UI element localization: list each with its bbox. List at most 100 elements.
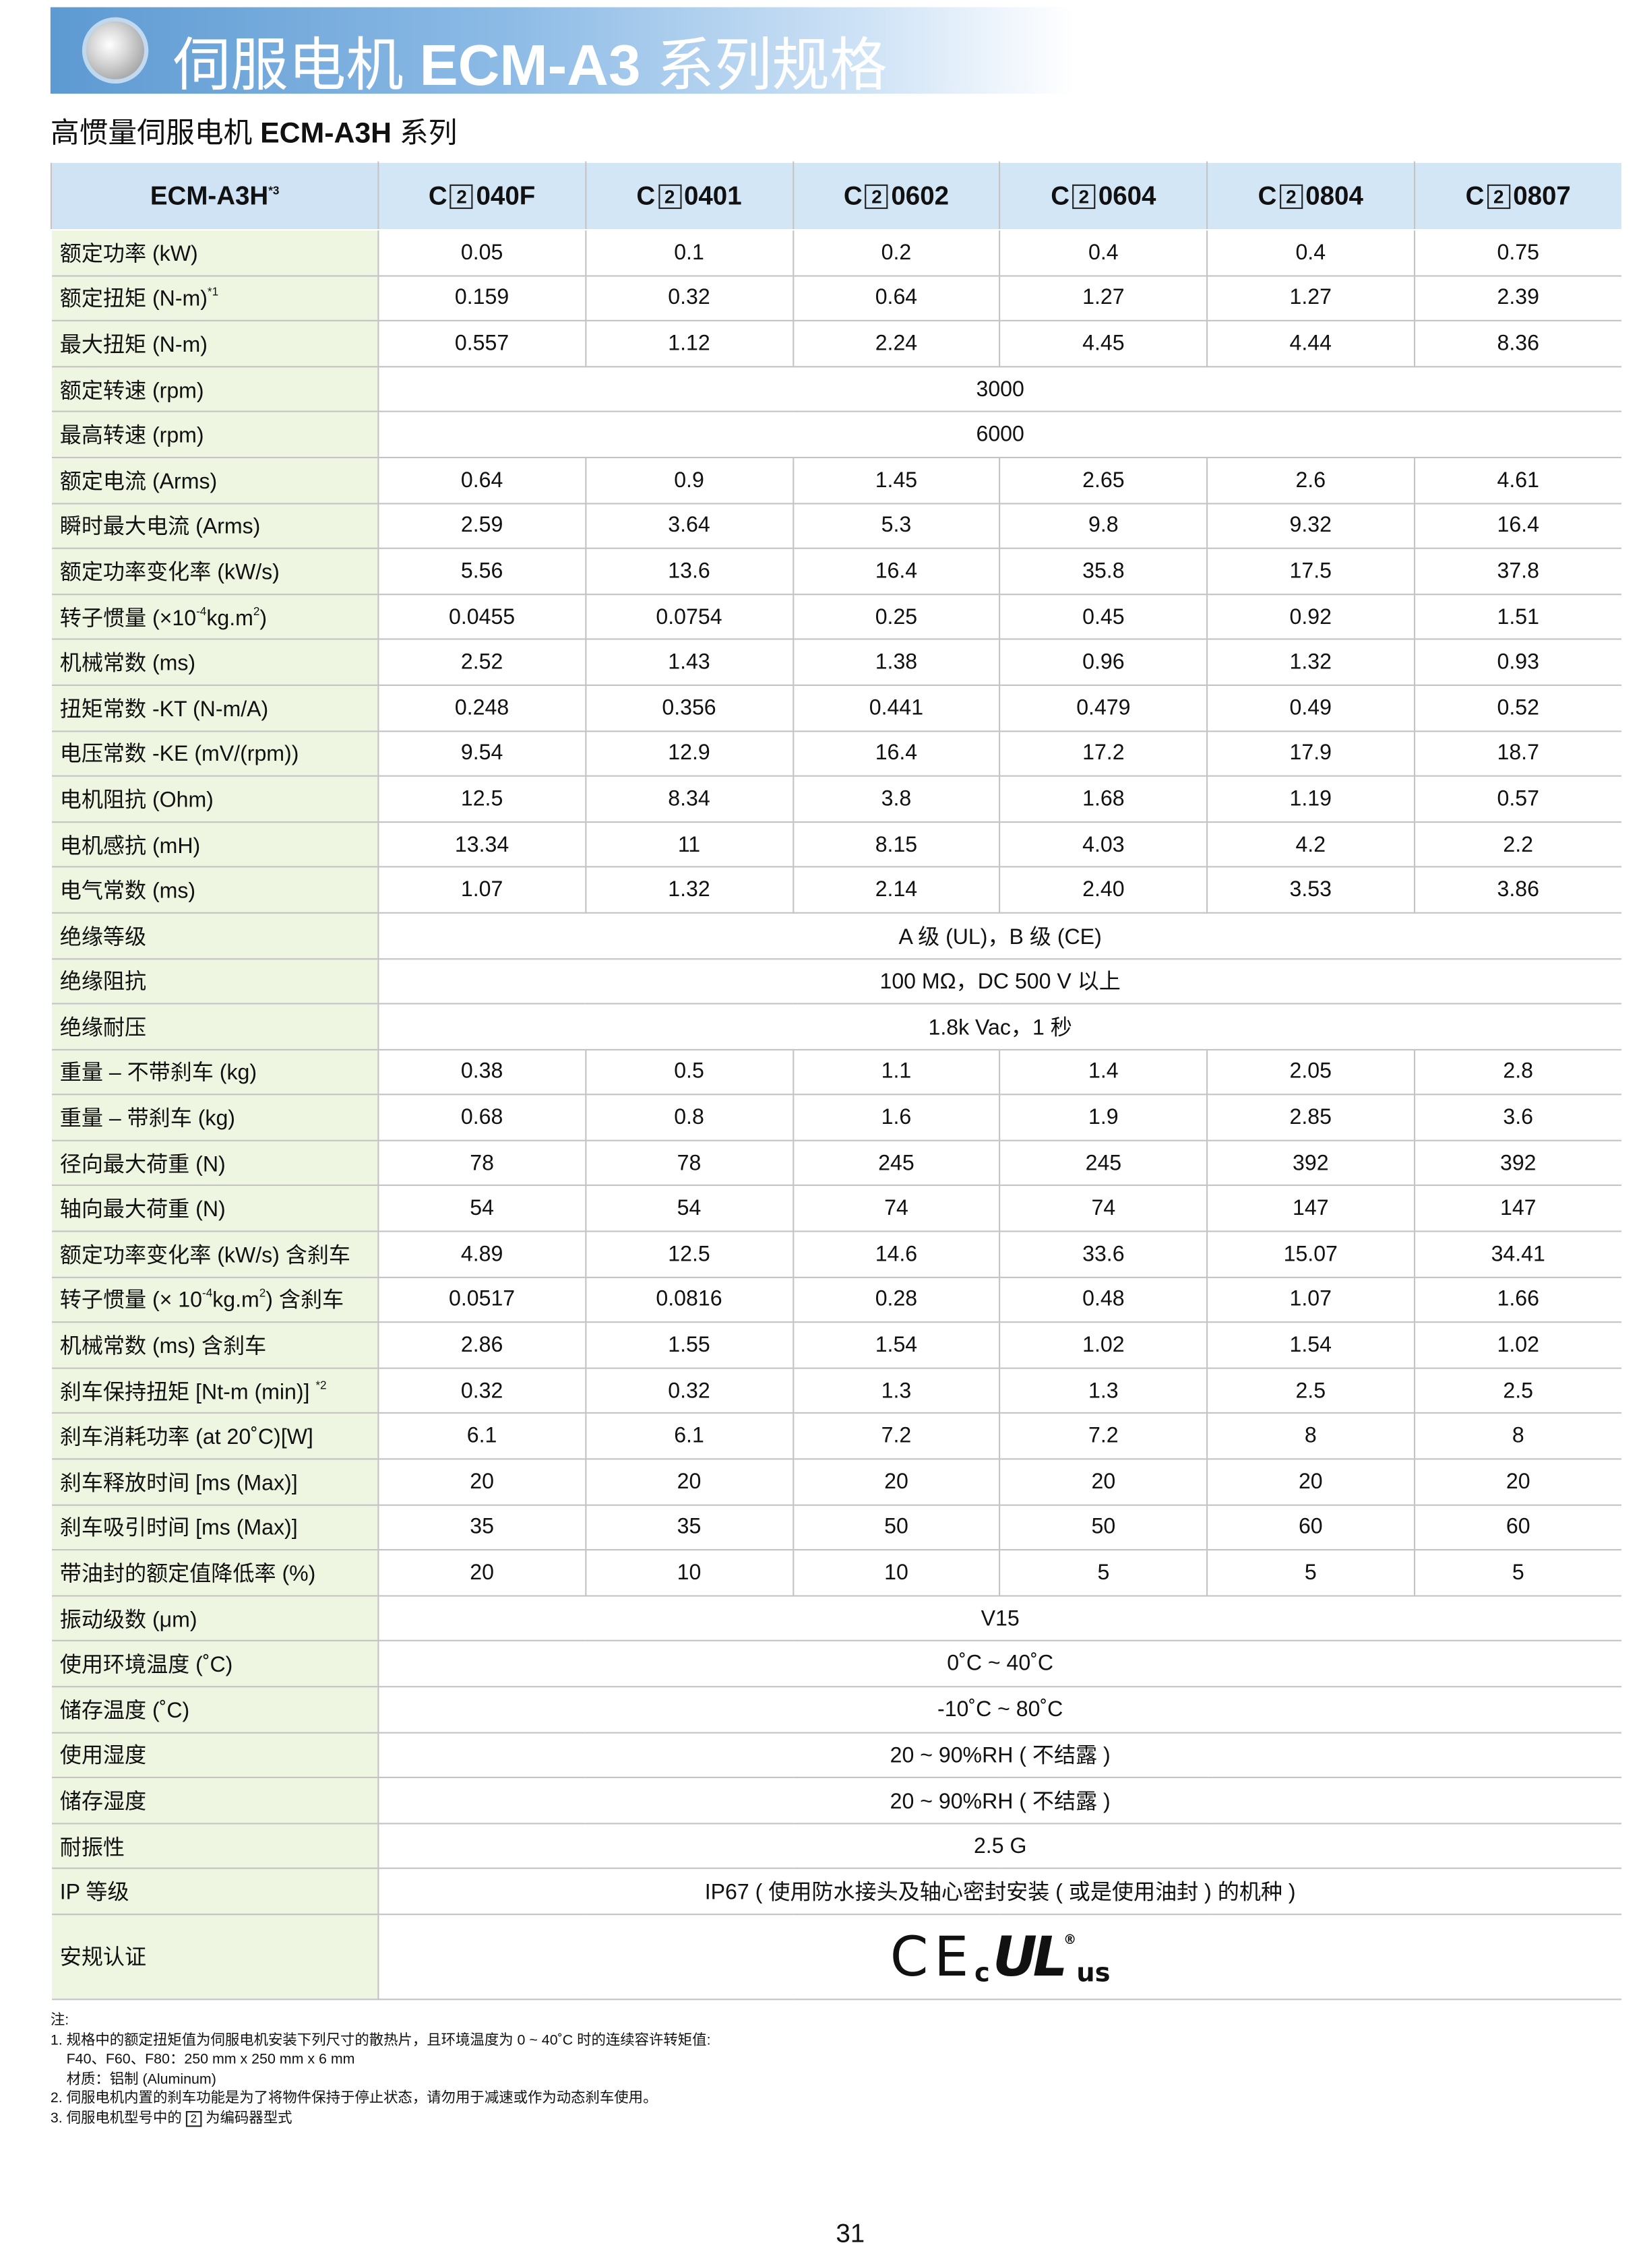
row-label: IP 等级 (51, 1868, 379, 1916)
cell: 18.7 (1413, 730, 1621, 777)
cell: 7.2 (792, 1412, 1001, 1460)
label-text: 刹车释放时间 [ms (Max)] (59, 1471, 298, 1496)
subtitle-part: 系列 (392, 118, 458, 150)
cell: 1.66 (1413, 1276, 1621, 1323)
banner-icon (86, 22, 144, 80)
cell: 4.03 (999, 821, 1208, 869)
cell: 20 (999, 1458, 1208, 1506)
cell: 392 (1413, 1139, 1621, 1187)
cell: 20 (377, 1549, 586, 1597)
cell: 8.15 (792, 821, 1001, 869)
row-label: 储存湿度 (51, 1777, 379, 1824)
table-row: 刹车保持扭矩 [Nt-m (min)] *2 0.32 0.32 1.3 1.3 2.5 2… (51, 1367, 1621, 1414)
row-label: 轴向最大荷重 (N) (51, 1185, 379, 1232)
table-row: 最大扭矩 (N-m) 0.557 1.12 2.24 4.45 4.44 8.36 (51, 320, 1621, 367)
cell: 17.9 (1206, 730, 1415, 777)
cell: 5.3 (792, 502, 1001, 550)
row-label: 额定电流 (Arms) (51, 456, 379, 504)
cell: 0.2 (792, 229, 1001, 276)
model-prefix: C (1465, 181, 1485, 210)
cell: 1.9 (999, 1094, 1208, 1141)
label-text: 最高转速 (rpm) (59, 424, 204, 449)
cell: 20 (584, 1458, 794, 1506)
cell: 78 (584, 1139, 794, 1187)
label-text: 最大扭矩 (N-m) (59, 332, 208, 358)
header-cell: C 2 0602 (792, 161, 1001, 231)
cell: 16.4 (792, 730, 1001, 777)
cell: 1.32 (584, 866, 794, 914)
row-label: 绝缘阻抗 (51, 957, 379, 1005)
row-label: 转子惯量 (×10-4kg.m2) (51, 593, 379, 641)
model-prefix: C (843, 181, 863, 210)
table-row: IP 等级 IP67 ( 使用防水接头及轴心密封安装 ( 或是使用油封 ) 的机种… (51, 1868, 1621, 1916)
cell: 20 (1206, 1458, 1415, 1506)
cell: 16.4 (792, 548, 1001, 595)
header-text: ECM-A3H (150, 181, 269, 210)
cell: 1.07 (1206, 1276, 1415, 1323)
cell: 0.45 (999, 593, 1208, 641)
cell: 10 (792, 1549, 1001, 1597)
cell: 0.8 (584, 1094, 794, 1141)
label-text: 2 (259, 1287, 266, 1300)
table-row: 刹车消耗功率 (at 20˚C)[W] 6.1 6.1 7.2 7.2 8 8 (51, 1412, 1621, 1460)
cell: 17.5 (1206, 548, 1415, 595)
cell: 1.27 (1206, 274, 1415, 322)
label-text: *2 (315, 1378, 327, 1392)
label-text: 绝缘阻抗 (59, 970, 147, 995)
cell: 34.41 (1413, 1230, 1621, 1278)
note-text: 3. 伺服电机型号中的 (50, 2110, 186, 2127)
table-row: 额定扭矩 (N-m)*1 0.159 0.32 0.64 1.27 1.27 2.39 (51, 274, 1621, 322)
row-label: 额定扭矩 (N-m)*1 (51, 274, 379, 322)
cell: 5 (999, 1549, 1208, 1597)
cell: 1.38 (792, 639, 1001, 686)
label-text: 额定扭矩 (N-m) (59, 287, 208, 312)
note-line: 1. 规格中的额定扭矩值为伺服电机安装下列尺寸的散热片，且环境温度为 0 ~ 4… (50, 2032, 711, 2049)
cell: 16.4 (1413, 502, 1621, 550)
cell: V15 (377, 1595, 1621, 1642)
cell: -10˚C ~ 80˚C (377, 1686, 1621, 1733)
model-suffix: 0807 (1513, 181, 1571, 210)
cell: 20 (1413, 1458, 1621, 1506)
cell: 0.4 (1206, 229, 1415, 276)
encoder-box: 2 (1072, 183, 1096, 209)
cell: 9.54 (377, 730, 586, 777)
cell: 1.8k Vac，1 秒 (377, 1003, 1621, 1050)
page-title: 伺服电机 ECM-A3 系列规格 (173, 19, 888, 102)
cell: 54 (584, 1185, 794, 1232)
cell: 3.53 (1206, 866, 1415, 914)
encoder-box: 2 (450, 183, 474, 209)
table-row: 带油封的额定值降低率 (%) 20 10 10 5 5 5 (51, 1549, 1621, 1597)
label-text: 电机阻抗 (Ohm) (59, 788, 214, 813)
cell: 0.0816 (584, 1276, 794, 1323)
cell: 3.64 (584, 502, 794, 550)
cell: 147 (1413, 1185, 1621, 1232)
table-row: 电机阻抗 (Ohm) 12.5 8.34 3.8 1.68 1.19 0.57 (51, 775, 1621, 823)
cell: 0.64 (792, 274, 1001, 322)
cell: 1.02 (999, 1321, 1208, 1369)
label-text: 机械常数 (ms) (59, 651, 196, 676)
row-label: 耐振性 (51, 1822, 379, 1870)
table-row: 使用湿度 20 ~ 90%RH ( 不结露 ) (51, 1731, 1621, 1779)
row-label: 额定转速 (rpm) (51, 365, 379, 413)
cell: 0.479 (999, 684, 1208, 732)
table-row: 转子惯量 (× 10-4kg.m2) 含刹车 0.0517 0.0816 0.28 0.… (51, 1276, 1621, 1323)
header-cell: C 2 0401 (584, 161, 794, 231)
label-text: 振动级数 (μm) (59, 1607, 197, 1633)
cell: 2.14 (792, 866, 1001, 914)
row-label: 绝缘等级 (51, 912, 379, 959)
label-text: 电机感抗 (mH) (59, 833, 201, 858)
cell: 4.61 (1413, 456, 1621, 504)
table-row: 电机感抗 (mH) 13.34 11 8.15 4.03 4.2 2.2 (51, 821, 1621, 869)
cell: 0.64 (377, 456, 586, 504)
cell: 245 (999, 1139, 1208, 1187)
label-text: 电气常数 (ms) (59, 879, 196, 904)
table-row: 额定功率变化率 (kW/s) 5.56 13.6 16.4 35.8 17.5 37.8 (51, 548, 1621, 595)
cell: 20 (377, 1458, 586, 1506)
label-text: 刹车保持扭矩 [Nt-m (min)] (59, 1380, 316, 1405)
cell: 4.89 (377, 1230, 586, 1278)
cell: 0.0455 (377, 593, 586, 641)
table-row: 振动级数 (μm) V15 (51, 1595, 1621, 1642)
cell: 0.57 (1413, 775, 1621, 823)
cell: 1.32 (1206, 639, 1415, 686)
